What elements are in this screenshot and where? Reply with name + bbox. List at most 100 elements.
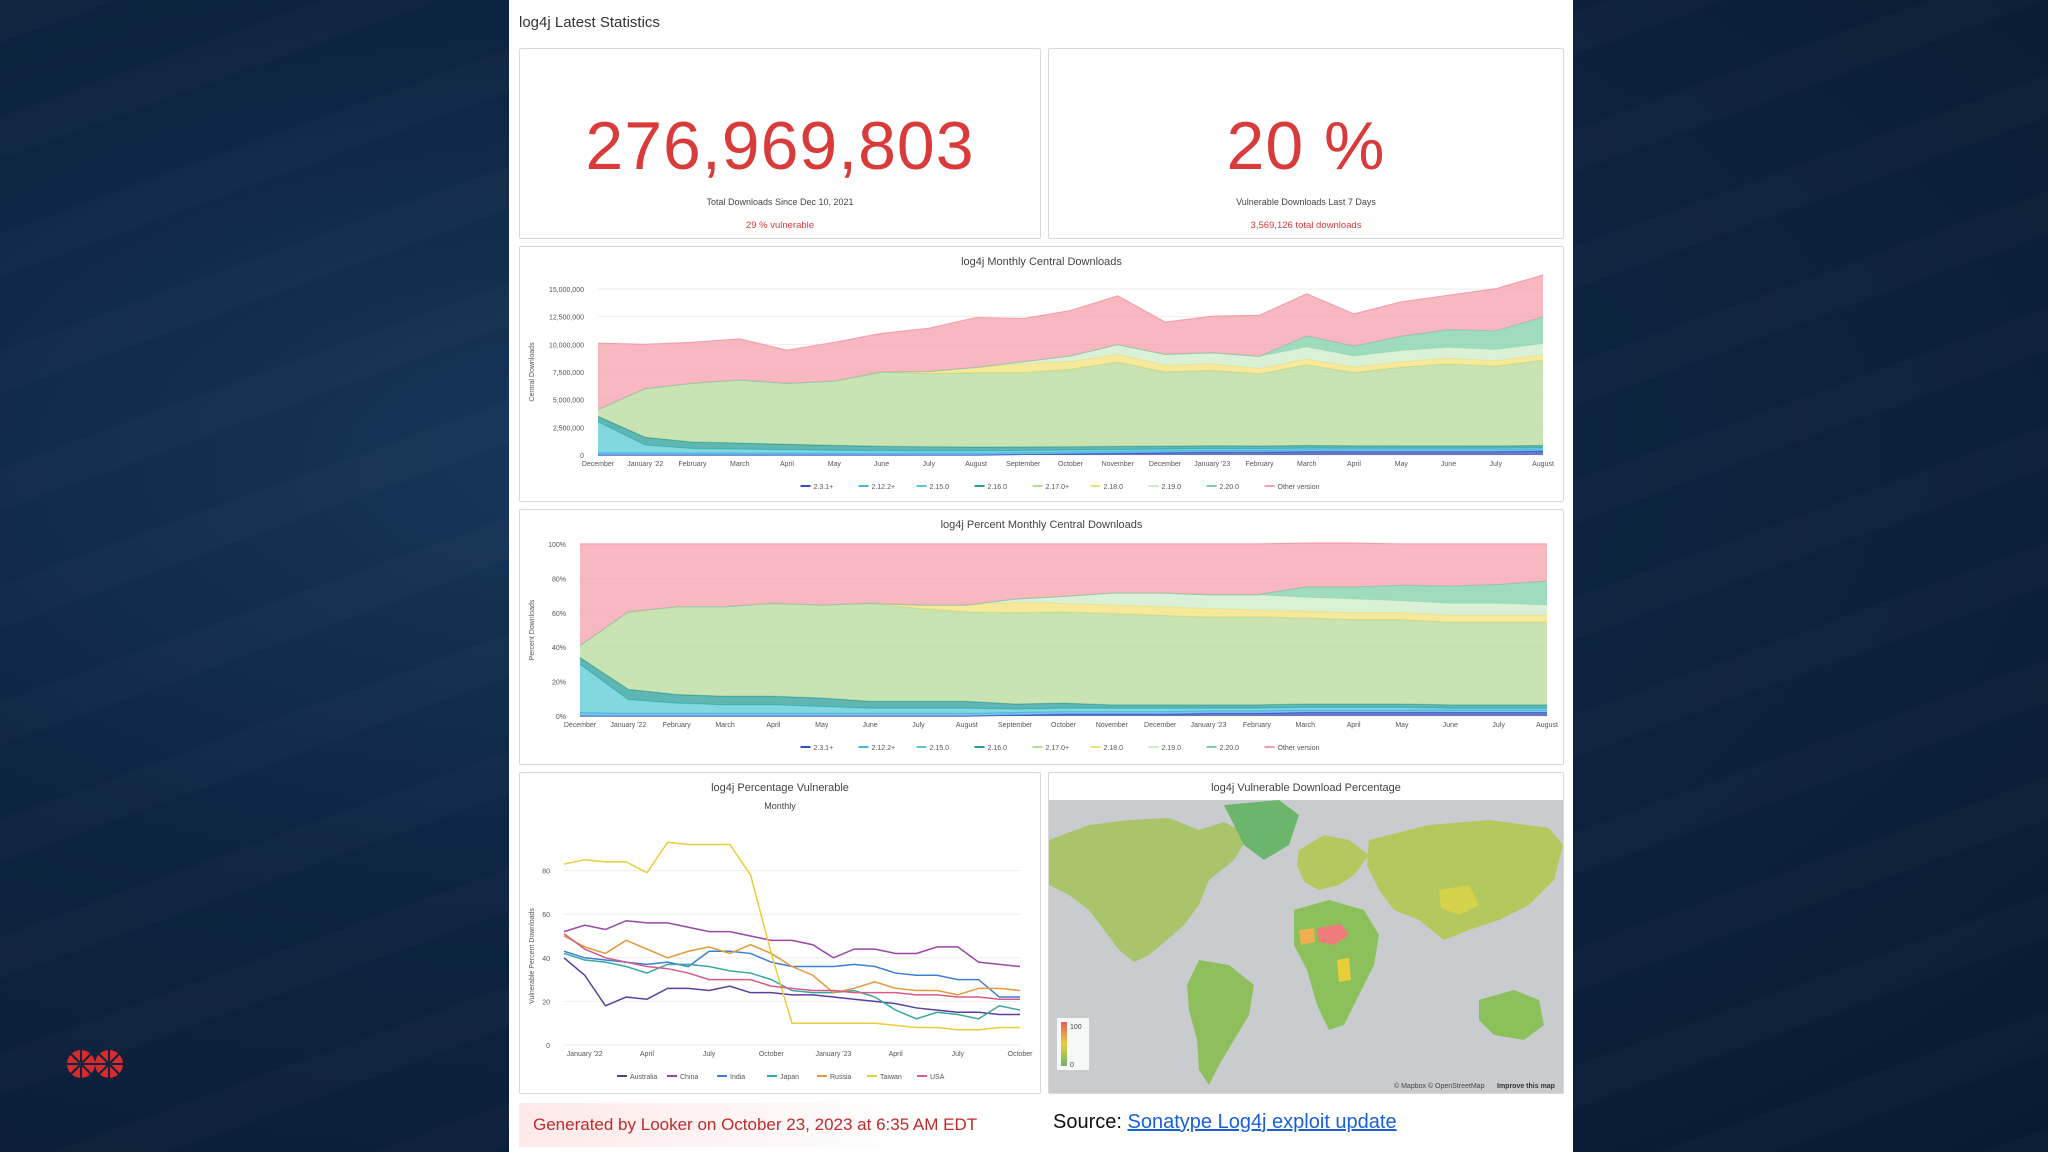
vuln-ylabel: Vulnerable Percent Downloads [529,908,536,1004]
legend-label: 2.16.0 [988,484,1008,491]
map-australia [1479,990,1544,1040]
percent-line-2-20-0 [579,580,1548,646]
vuln-line-taiwan[interactable] [563,841,1020,1031]
map-improve-link[interactable]: Improve this map [1497,1083,1555,1090]
percent-xtick: June [1443,722,1458,729]
vuln-line-usa[interactable] [563,933,1020,1000]
kpi-total-sub: 29 % vulnerable [745,220,815,231]
legend-item-2-20-0[interactable]: 2.20.0 [1206,745,1240,752]
world-map[interactable]: 100 0 © Mapbox © OpenStreetMap Improve t… [1049,800,1563,1093]
monthly-xtick: March [730,461,750,468]
map-legend-min: 0 [1070,1062,1074,1069]
legend-label: Australia [630,1074,657,1081]
kpi-card-vulnerable[interactable]: 20 % Vulnerable Downloads Last 7 Days 3,… [1048,48,1564,239]
map-africa-hotspot [1317,924,1349,945]
monthly-area-2-18-0[interactable] [598,354,1543,410]
percent-downloads-chart: 0% 20% 40% 60% 80% 100% Percent Downloads Decem… [529,542,1558,752]
percent-xtick: March [1296,722,1316,729]
vulnerable-map-card[interactable]: log4j Vulnerable Download Percentage [1048,772,1564,1094]
percent-area-other-version[interactable] [580,543,1547,646]
percent-vulnerable-subtitle: Monthly [764,801,796,811]
legend-label: 2.16.0 [988,745,1008,752]
vuln-line-japan[interactable] [563,952,1021,1020]
legend-item-australia[interactable]: Australia [617,1074,657,1081]
monthly-downloads-card[interactable]: log4j Monthly Central Downloads 0 2,500,0… [519,246,1564,502]
monthly-area-2-16-0[interactable] [598,416,1543,451]
vuln-line-china[interactable] [563,919,1021,968]
legend-label: Other version [1278,745,1320,752]
vuln-line-russia[interactable] [563,935,1021,996]
legend-item-2-15-0[interactable]: 2.15.0 [916,745,950,752]
brand-logo-icon [67,1050,123,1078]
percent-area-2-12-2[interactable] [580,709,1547,716]
vuln-ytick: 40 [542,956,550,963]
map-attribution[interactable]: © Mapbox © OpenStreetMap [1394,1082,1485,1090]
vuln-line-australia[interactable] [563,957,1020,1016]
percent-xtick: August [956,722,978,729]
percent-vulnerable-chart: 0 20 40 60 80 Vulnerable Percent Downloads Jan… [529,841,1034,1081]
percent-vulnerable-card[interactable]: log4j Percentage Vulnerable Monthly 0 20 4… [519,772,1041,1094]
vuln-xtick: October [1008,1051,1034,1058]
legend-item-2-17-0[interactable]: 2.17.0+ [1032,484,1070,491]
legend-item-2-19-0[interactable]: 2.19.0 [1148,745,1182,752]
percent-downloads-card[interactable]: log4j Percent Monthly Central Downloads … [519,509,1564,765]
legend-item-2-15-0[interactable]: 2.15.0 [916,484,950,491]
percent-area-2-20-0[interactable] [580,580,1547,646]
percent-xtick: March [715,722,735,729]
legend-item-2-16-0[interactable]: 2.16.0 [974,745,1008,752]
legend-item-2-12-2[interactable]: 2.12.2+ [858,484,896,491]
legend-item-india[interactable]: India [717,1074,745,1081]
legend-label: Taiwan [880,1074,902,1081]
percent-area-2-18-0[interactable] [580,602,1547,646]
percent-xtick: November [1096,722,1129,729]
monthly-area-2-17-0[interactable] [598,360,1543,448]
percent-area-2-17-0[interactable] [580,603,1547,705]
legend-label: 2.3.1+ [814,484,834,491]
legend-item-2-19-0[interactable]: 2.19.0 [1148,484,1182,491]
dashboard-title: log4j Latest Statistics [519,14,660,31]
monthly-area-2-20-0[interactable] [598,317,1543,410]
monthly-xtick: June [874,461,889,468]
legend-item-usa[interactable]: USA [917,1074,945,1081]
legend-item-2-3-1[interactable]: 2.3.1+ [800,484,834,491]
kpi-card-total[interactable]: 276,969,803 Total Downloads Since Dec 10… [519,48,1041,239]
monthly-line-other-version [597,274,1544,351]
vuln-ytick: 0 [546,1043,550,1050]
legend-item-2-17-0[interactable]: 2.17.0+ [1032,745,1070,752]
generated-banner: Generated by Looker on October 23, 2023 … [519,1103,1019,1147]
map-south-america [1187,960,1254,1085]
monthly-ytick: 5,000,000 [553,398,584,405]
monthly-area-2-15-0[interactable] [598,421,1543,454]
legend-item-russia[interactable]: Russia [817,1074,852,1081]
monthly-xtick: January '23 [1194,461,1230,468]
legend-item-2-16-0[interactable]: 2.16.0 [974,484,1008,491]
generated-text: Generated by Looker on October 23, 2023 … [533,1115,978,1134]
legend-label: 2.3.1+ [814,745,834,752]
monthly-area-other-version[interactable] [598,275,1543,410]
vuln-xtick: October [759,1051,785,1058]
legend-item-2-18-0[interactable]: 2.18.0 [1090,745,1124,752]
legend-item-china[interactable]: China [667,1074,698,1081]
monthly-area-2-19-0[interactable] [598,343,1543,410]
kpi-vuln-value: 20 % [1226,108,1386,184]
legend-item-2-12-2[interactable]: 2.12.2+ [858,745,896,752]
percent-xtick: January '22 [610,722,646,729]
source-link[interactable]: Sonatype Log4j exploit update [1127,1111,1397,1133]
legend-item-taiwan[interactable]: Taiwan [867,1074,902,1081]
percent-xtick: February [1243,722,1272,729]
legend-item-japan[interactable]: Japan [767,1074,799,1081]
map-greenland [1224,800,1299,860]
monthly-ytick: 12,500,000 [549,315,584,322]
legend-item-2-3-1[interactable]: 2.3.1+ [800,745,834,752]
legend-item-other-version[interactable]: Other version [1264,484,1320,491]
legend-label: India [730,1074,745,1081]
kpi-total-label: Total Downloads Since Dec 10, 2021 [706,197,854,207]
legend-item-other-version[interactable]: Other version [1264,745,1320,752]
vuln-ytick: 60 [542,912,550,919]
percent-ytick: 20% [552,680,566,687]
legend-item-2-18-0[interactable]: 2.18.0 [1090,484,1124,491]
percent-area-2-19-0[interactable] [580,593,1547,646]
percent-xtick: July [912,722,925,729]
legend-item-2-20-0[interactable]: 2.20.0 [1206,484,1240,491]
map-asia [1367,820,1563,940]
